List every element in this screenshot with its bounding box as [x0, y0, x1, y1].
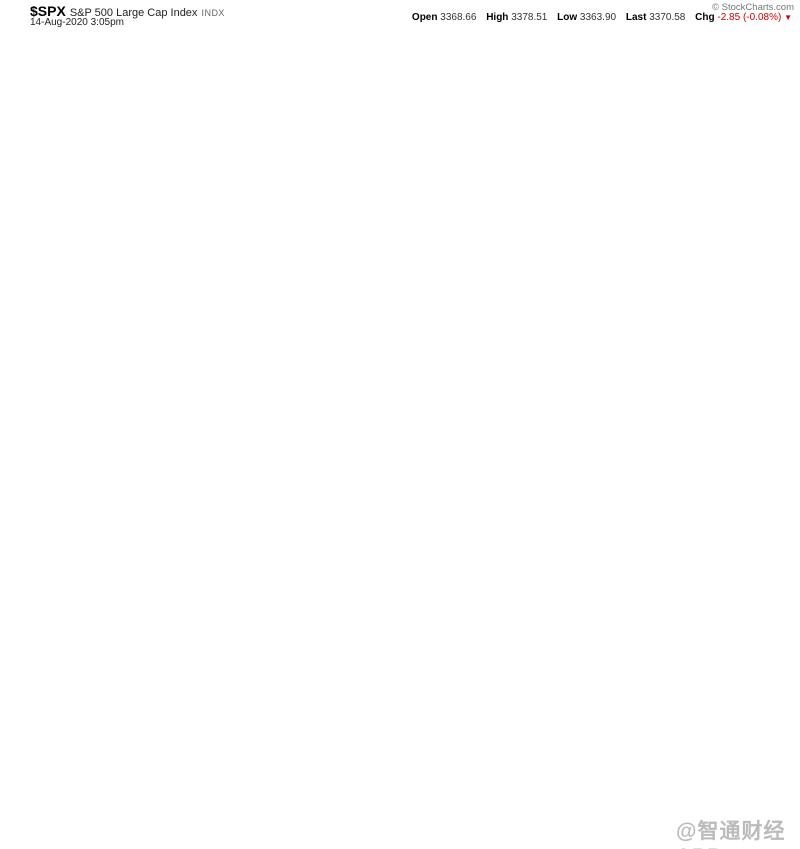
- high-label: High: [486, 12, 509, 23]
- symbol-label: $SPX: [30, 3, 66, 19]
- high-value: 3378.51: [511, 12, 548, 23]
- index-name-label: S&P 500 Large Cap Index: [69, 7, 198, 19]
- datetime-label: 14-Aug-2020 3:05pm: [30, 17, 124, 28]
- chg-label: Chg: [695, 12, 715, 23]
- ohlc-row: Open 3368.66 High 3378.51 Low 3363.90 La…: [405, 12, 792, 23]
- exchange-label: INDX: [201, 8, 225, 18]
- low-label: Low: [557, 12, 578, 23]
- chart-title: $SPX S&P 500 Large Cap Index INDX: [30, 3, 225, 21]
- copyright-label: © StockCharts.com: [712, 2, 794, 13]
- last-label: Last: [625, 12, 647, 23]
- last-value: 3370.58: [649, 12, 686, 23]
- chg-value: -2.85 (-0.08%): [717, 12, 782, 23]
- open-value: 3368.66: [440, 12, 477, 23]
- open-label: Open: [411, 12, 438, 23]
- down-triangle-icon: ▼: [784, 13, 792, 22]
- watermark: @智通财经APP: [676, 820, 786, 849]
- low-value: 3363.90: [579, 12, 617, 23]
